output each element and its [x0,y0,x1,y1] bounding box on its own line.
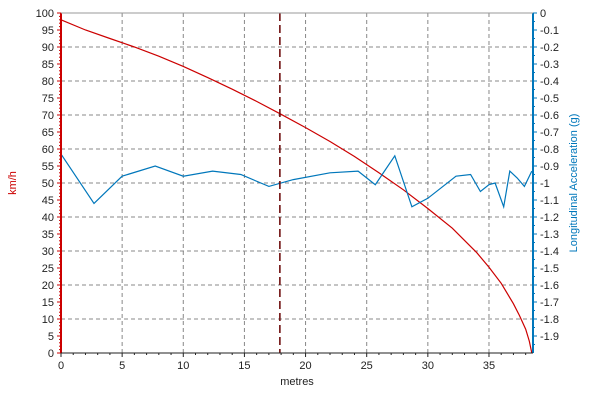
left-tick-label: 80 [42,76,54,88]
right-tick-label: -0.5 [540,93,559,105]
right-tick-label: -1 [540,178,550,190]
right-tick-label: -1.5 [540,263,559,275]
left-axis-title: km/h [7,171,19,195]
series-layer [60,19,533,354]
right-tick-label: -0.4 [540,76,559,88]
speed-series-line [60,19,533,354]
x-axis-ticks: 0 5 10 15 20 25 30 35 [58,353,527,372]
x-tick-label: 30 [422,360,434,372]
left-tick-label: 100 [36,8,54,20]
right-tick-label: 0 [540,8,546,20]
left-tick-label: 35 [42,229,54,241]
x-axis-title: metres [280,376,314,388]
x-tick-label: 0 [58,360,64,372]
left-tick-label: 45 [42,195,54,207]
right-tick-label: -1.8 [540,314,559,326]
x-tick-label: 15 [238,360,250,372]
right-tick-label: -1.1 [540,195,559,207]
right-tick-label: -1.4 [540,246,559,258]
right-tick-label: -1.3 [540,229,559,241]
right-tick-label: -0.7 [540,127,559,139]
right-tick-label: -0.6 [540,110,559,122]
x-tick-label: 10 [177,360,189,372]
right-tick-label: -1.9 [540,331,559,343]
left-tick-label: 95 [42,25,54,37]
x-tick-label: 5 [119,360,125,372]
right-tick-label: -0.9 [540,161,559,173]
left-tick-label: 15 [42,297,54,309]
left-tick-label: 60 [42,144,54,156]
left-tick-label: 85 [42,59,54,71]
left-tick-label: 70 [42,110,54,122]
acceleration-series-line [60,153,533,210]
left-tick-label: 0 [48,348,54,360]
left-tick-label: 55 [42,161,54,173]
left-tick-label: 90 [42,42,54,54]
left-axis-ticks: 0 5 10 15 20 25 30 35 40 45 50 55 60 65 70 75 80 85 90 95 10… [36,8,61,360]
left-tick-label: 75 [42,93,54,105]
left-tick-label: 25 [42,263,54,275]
right-tick-label: -0.3 [540,59,559,71]
right-tick-label: -0.8 [540,144,559,156]
right-axis-title: Longitudinal Acceleration (g) [568,114,580,253]
x-tick-label: 25 [361,360,373,372]
x-tick-label: 20 [299,360,311,372]
left-tick-label: 40 [42,212,54,224]
right-tick-label: -0.2 [540,42,559,54]
left-tick-label: 30 [42,246,54,258]
left-tick-label: 65 [42,127,54,139]
left-tick-label: 50 [42,178,54,190]
right-axis-ticks: 0 -0.1 -0.2 -0.3 -0.4 -0.5 -0.6 -0.7 -0.8 -0.9 -1 -… [533,8,559,345]
right-tick-label: -1.7 [540,297,559,309]
right-tick-label: -0.1 [540,25,559,37]
right-tick-label: -1.6 [540,280,559,292]
left-tick-label: 10 [42,314,54,326]
left-tick-label: 5 [48,331,54,343]
x-tick-label: 35 [483,360,495,372]
left-tick-label: 20 [42,280,54,292]
right-tick-label: -1.2 [540,212,559,224]
